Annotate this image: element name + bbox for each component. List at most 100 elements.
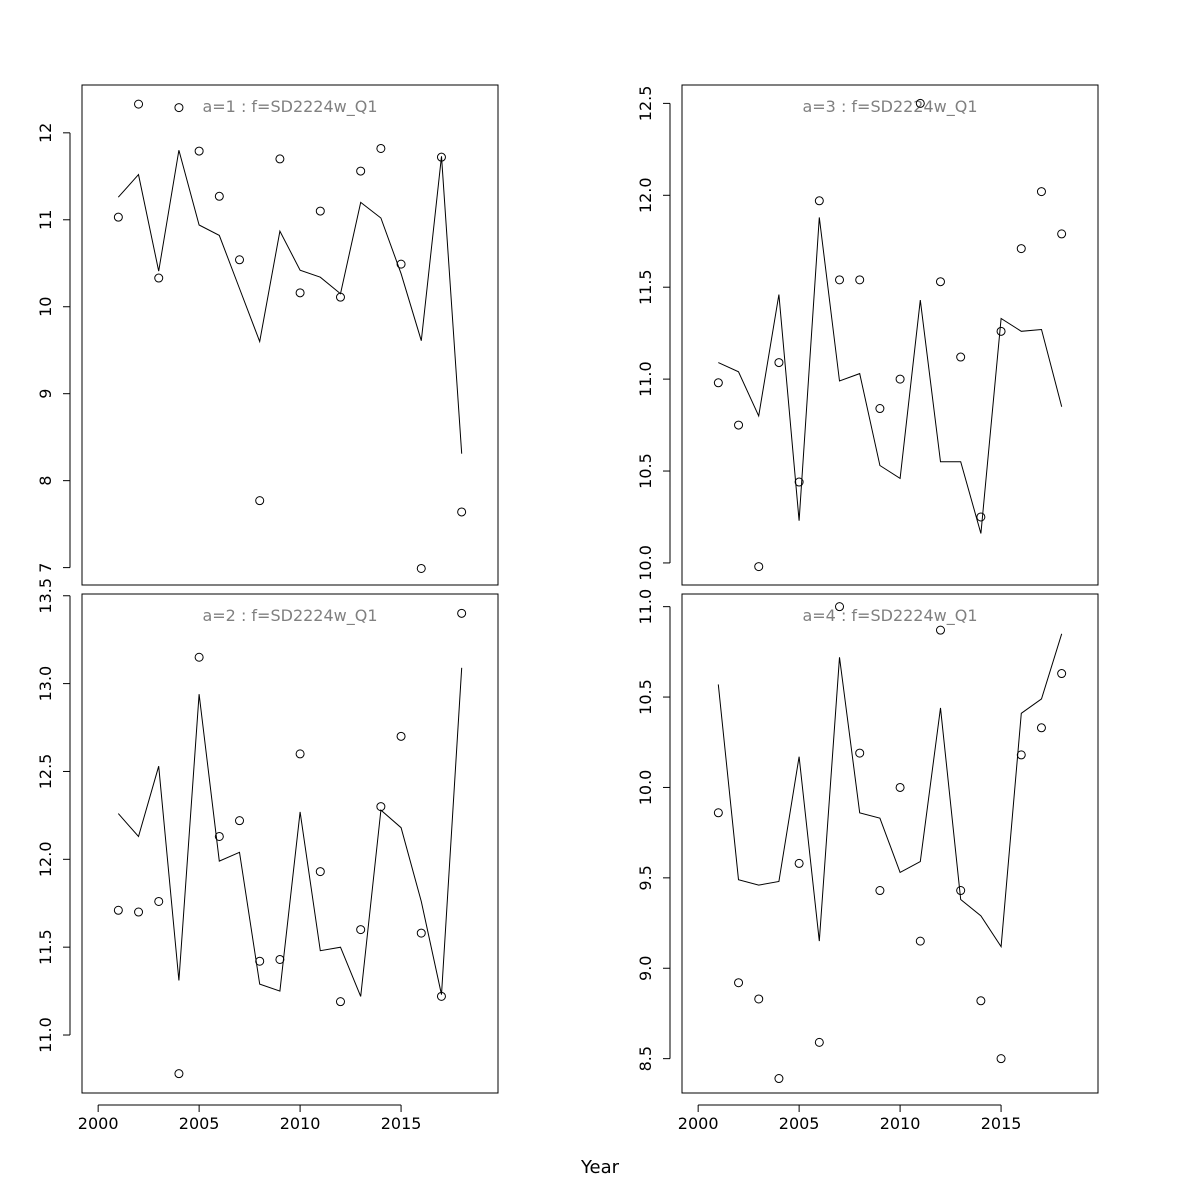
y-tick-label: 12.0 — [36, 842, 55, 878]
data-point — [976, 512, 986, 522]
data-point — [935, 625, 945, 635]
data-point — [996, 1054, 1006, 1064]
y-tick-label: 10.5 — [636, 679, 655, 715]
data-point — [835, 602, 845, 612]
panel-2: a=3 : f=SD2224w_Q1 10.0 10.5 11.0 11.5 12.0 12… — [636, 84, 1099, 586]
data-point — [895, 782, 905, 792]
data-point — [214, 831, 224, 841]
data-point — [935, 277, 945, 287]
y-tick-label: 10.5 — [636, 453, 655, 489]
y-tick-label: 11 — [36, 210, 55, 230]
data-point — [457, 608, 467, 618]
data-point — [396, 259, 406, 269]
data-point — [255, 956, 265, 966]
data-point — [875, 404, 885, 414]
data-point — [895, 374, 905, 384]
data-point — [134, 99, 144, 109]
data-point — [113, 905, 123, 915]
fitted-line — [117, 667, 463, 997]
data-point — [457, 507, 467, 517]
data-point — [855, 748, 865, 758]
plot-frame — [681, 593, 1099, 1094]
data-point — [416, 928, 426, 938]
data-point — [113, 212, 123, 222]
data-point — [835, 275, 845, 285]
y-tick-label: 11.5 — [36, 929, 55, 965]
data-point — [855, 275, 865, 285]
y-tick-label: 9.0 — [636, 956, 655, 981]
data-point — [976, 996, 986, 1006]
y-tick-label: 11.0 — [36, 1017, 55, 1053]
x-tick-label: 2015 — [981, 1114, 1022, 1133]
data-point — [713, 378, 723, 388]
data-point — [1016, 244, 1026, 254]
data-point — [754, 994, 764, 1004]
y-tick-label: 7 — [36, 563, 55, 573]
y-tick-label: 12.5 — [636, 86, 655, 122]
data-point — [376, 143, 386, 153]
y-tick-label: 10.0 — [636, 770, 655, 806]
x-axis-label: Year — [580, 1157, 620, 1178]
data-point — [174, 103, 184, 113]
data-point — [754, 562, 764, 572]
fitted-line — [717, 633, 1063, 949]
data-point — [996, 326, 1006, 336]
panel-title: a=3 : f=SD2224w_Q1 — [802, 97, 977, 117]
data-point — [875, 886, 885, 896]
data-point — [154, 896, 164, 906]
data-point — [734, 420, 744, 430]
data-point — [295, 749, 305, 759]
data-point — [335, 997, 345, 1007]
data-point — [915, 936, 925, 946]
y-tick-label: 8.5 — [636, 1046, 655, 1071]
y-tick-label: 10 — [36, 297, 55, 317]
data-point — [255, 496, 265, 506]
data-point — [356, 925, 366, 935]
x-tick-label: 2010 — [280, 1114, 321, 1133]
data-point — [315, 206, 325, 216]
data-point — [734, 978, 744, 988]
data-point — [1036, 723, 1046, 733]
data-point — [956, 886, 966, 896]
y-tick-label: 10.0 — [636, 545, 655, 581]
y-tick-label: 12.5 — [36, 754, 55, 790]
fitted-line — [718, 217, 1063, 534]
x-tick-label: 2000 — [78, 1114, 119, 1133]
data-point — [814, 1037, 824, 1047]
y-tick-label: 12 — [36, 123, 55, 143]
data-point — [416, 563, 426, 573]
data-point — [956, 352, 966, 362]
data-point — [794, 858, 804, 868]
data-point — [315, 867, 325, 877]
panel-title: a=4 : f=SD2224w_Q1 — [802, 606, 977, 626]
plot-frame — [81, 84, 499, 586]
y-tick-label: 8 — [36, 476, 55, 486]
panel-title: a=2 : f=SD2224w_Q1 — [202, 606, 377, 626]
data-point — [194, 146, 204, 156]
data-point — [376, 802, 386, 812]
y-tick-label: 11.5 — [636, 269, 655, 305]
x-tick-label: 2005 — [179, 1114, 220, 1133]
data-point — [295, 288, 305, 298]
y-tick-label: 9 — [36, 389, 55, 399]
data-point — [174, 1069, 184, 1079]
fitted-line — [117, 150, 463, 454]
data-point — [335, 292, 345, 302]
plot-frame — [681, 84, 1099, 586]
data-point — [356, 166, 366, 176]
data-point — [794, 477, 804, 487]
data-point — [214, 191, 224, 201]
y-tick-label: 13.0 — [36, 666, 55, 702]
data-point — [275, 954, 285, 964]
plot-frame — [81, 593, 499, 1094]
data-point — [1057, 229, 1067, 239]
data-point — [814, 196, 824, 206]
data-point — [713, 808, 723, 818]
data-point — [774, 358, 784, 368]
data-point — [1057, 669, 1067, 679]
x-tick-label: 2005 — [779, 1114, 820, 1133]
panel-1: a=1 : f=SD2224w_Q1 7 8 9 10 11 12 — [36, 84, 499, 586]
data-point — [154, 273, 164, 283]
x-tick-label: 2000 — [678, 1114, 719, 1133]
